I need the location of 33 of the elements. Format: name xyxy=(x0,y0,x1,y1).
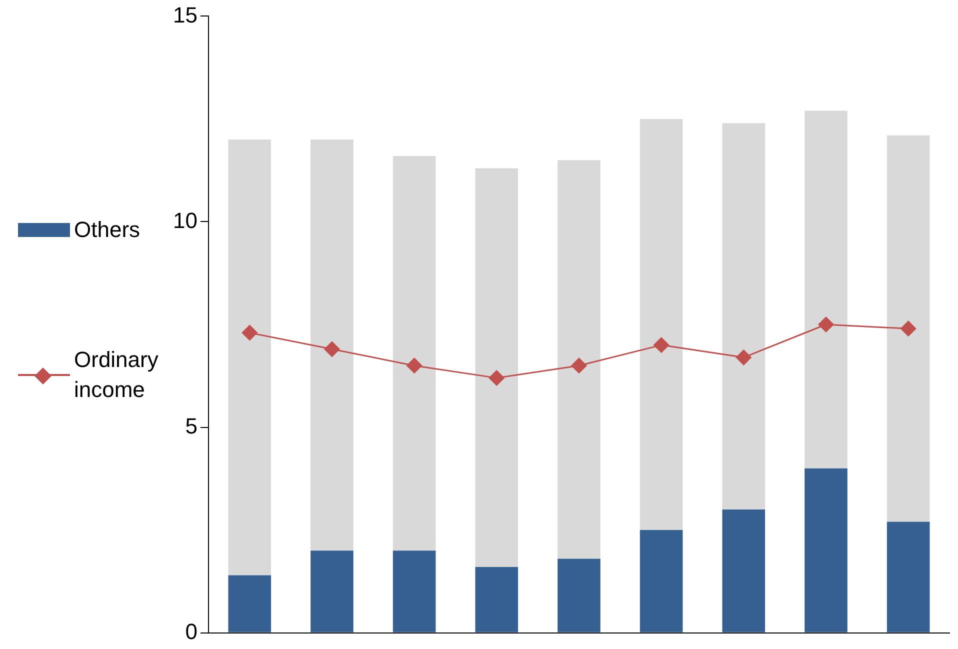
point xyxy=(818,316,834,332)
bar xyxy=(310,550,354,632)
point xyxy=(406,358,422,374)
bar xyxy=(558,558,600,632)
bar xyxy=(228,575,272,632)
bar xyxy=(640,118,683,530)
bar xyxy=(804,110,848,468)
point xyxy=(900,320,916,336)
bar xyxy=(722,509,766,632)
point xyxy=(324,341,340,357)
y-tick-label: 0 xyxy=(185,618,198,644)
bar xyxy=(558,160,600,559)
bar xyxy=(392,156,436,551)
bar xyxy=(886,135,930,522)
y-tick-label: 10 xyxy=(172,208,198,233)
bar xyxy=(804,468,848,632)
y-tick-label: 15 xyxy=(172,2,198,28)
y-tick-label: 5 xyxy=(185,413,198,438)
legend-label: Ordinary income xyxy=(74,346,158,404)
bar xyxy=(640,530,683,632)
bar xyxy=(228,140,272,576)
point xyxy=(654,337,670,353)
bar xyxy=(475,567,518,632)
bar xyxy=(310,140,354,551)
bar xyxy=(475,168,518,568)
legend-label: Others xyxy=(74,216,140,244)
point xyxy=(571,358,587,374)
point xyxy=(736,350,752,366)
bar xyxy=(722,123,766,510)
bar xyxy=(886,522,930,632)
point xyxy=(242,324,258,340)
point xyxy=(488,370,504,386)
bar xyxy=(392,550,436,632)
